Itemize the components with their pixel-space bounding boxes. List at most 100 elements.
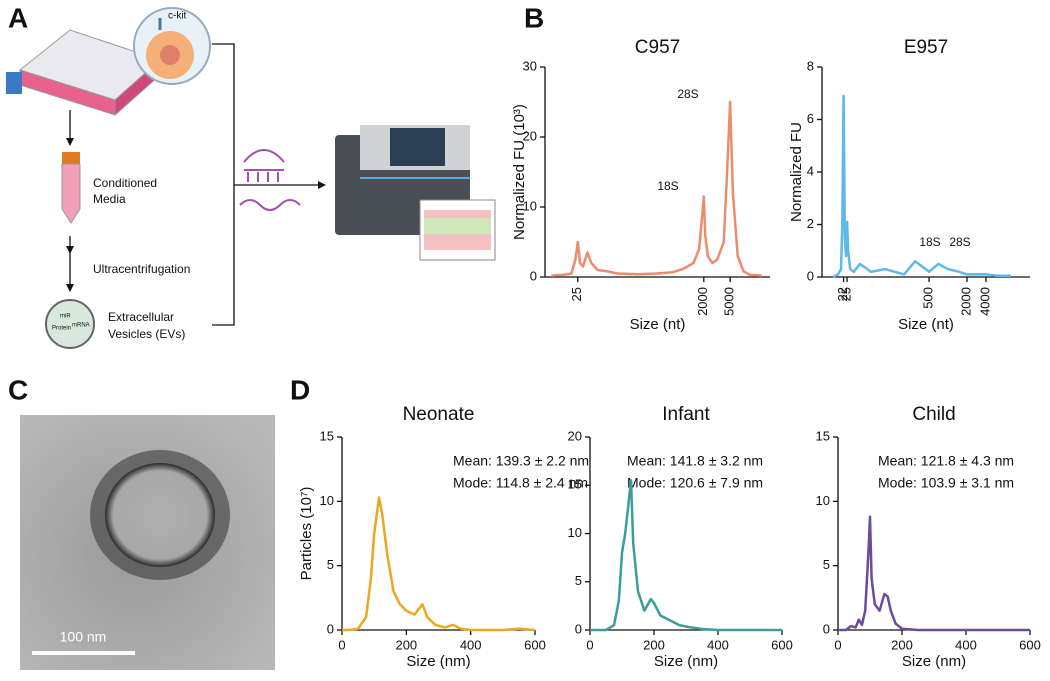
step-label: Ultracentrifugation	[93, 262, 190, 276]
data-line	[551, 100, 762, 277]
rna-icon	[239, 199, 301, 211]
x-tick-label: 5000	[722, 287, 737, 316]
x-axis-label: Size (nm)	[406, 653, 470, 670]
x-tick-label: 600	[1019, 637, 1041, 652]
y-tick-label: 10	[523, 198, 537, 213]
x-tick-label: 200	[395, 637, 417, 652]
annotation: Mode: 103.9 ± 3.1 nm	[878, 475, 1014, 491]
panel-label: A	[8, 2, 28, 33]
y-tick-label: 10	[320, 493, 334, 508]
y-axis-label: Particles (10⁷)	[298, 487, 315, 581]
annotation: 28S	[677, 87, 698, 101]
micrograph: 100 nm	[20, 415, 275, 670]
arrowhead	[318, 181, 326, 189]
annotation: Mode: 114.8 ± 2.4 nm	[453, 475, 588, 491]
arrowhead	[66, 138, 74, 146]
x-axis-label: Size (nm)	[654, 653, 718, 670]
x-tick-label: 25	[839, 287, 854, 301]
chart-title: Infant	[662, 404, 710, 425]
y-tick-label: 15	[320, 428, 334, 443]
x-tick-label: 22	[835, 287, 850, 301]
x-tick-label: 4000	[977, 287, 992, 316]
x-tick-label: 400	[955, 637, 977, 652]
panel-label: C	[8, 374, 28, 405]
y-axis-label: Normalized FU (10³)	[511, 104, 528, 240]
y-tick-label: 20	[523, 128, 537, 143]
panel-label: B	[524, 2, 544, 33]
vesicles-label: Vesicles (EVs)	[108, 327, 185, 341]
x-tick-label: 2000	[958, 287, 973, 316]
y-tick-label: 0	[575, 621, 582, 636]
x-axis-label: Size (nm)	[902, 653, 966, 670]
y-tick-label: 5	[575, 573, 582, 588]
arrowhead	[66, 284, 74, 292]
diagram: c-kit Conditioned Media Ultracentrifugat…	[6, 7, 496, 349]
x-tick-label: 400	[460, 637, 482, 652]
y-tick-label: 0	[327, 621, 334, 636]
x-tick-label: 600	[524, 637, 546, 652]
data-line	[832, 94, 1011, 279]
arrowhead	[66, 246, 74, 254]
y-tick-label: 0	[823, 621, 830, 636]
annotation: Mean: 121.8 ± 4.3 nm	[878, 453, 1014, 469]
vesicle	[45, 299, 95, 349]
annotation: 18S	[657, 179, 678, 193]
y-tick-label: 8	[807, 58, 814, 73]
y-tick-label: 6	[807, 111, 814, 126]
y-tick-label: 15	[568, 477, 582, 492]
media-label: Conditioned	[93, 176, 157, 190]
x-tick-label: 0	[834, 637, 841, 652]
vesicle	[105, 463, 215, 567]
data-line	[590, 479, 782, 632]
chart-title: E957	[904, 37, 948, 58]
rna-icon	[243, 149, 285, 182]
x-tick-label: 400	[707, 637, 729, 652]
cargo-label: miR	[60, 314, 71, 320]
x-tick-label: 2000	[695, 287, 710, 316]
tube	[61, 163, 81, 224]
marker-label: c-kit	[168, 11, 187, 22]
media-label: Media	[93, 192, 126, 206]
annotation: Mean: 139.3 ± 2.2 nm	[453, 453, 589, 469]
annotation: Mode: 120.6 ± 7.9 nm	[627, 475, 763, 491]
sequencer-screen	[390, 128, 445, 166]
chart-title: Neonate	[403, 404, 475, 425]
y-tick-label: 5	[823, 557, 830, 572]
x-tick-label: 25	[569, 287, 584, 301]
cargo-label: mRNA	[72, 323, 90, 329]
y-axis-label: Normalized FU	[788, 122, 805, 222]
y-tick-label: 10	[568, 525, 582, 540]
y-tick-label: 20	[568, 428, 582, 443]
x-tick-label: 200	[891, 637, 913, 652]
x-tick-label: 0	[338, 637, 345, 652]
data-line	[838, 515, 1030, 632]
qc-plot-band	[424, 218, 491, 234]
annotation: 18S	[919, 235, 940, 249]
flask-cap	[6, 72, 22, 94]
y-tick-label: 30	[523, 58, 537, 73]
chart-title: Child	[912, 404, 955, 425]
y-tick-label: 15	[816, 428, 830, 443]
annotation: 28S	[949, 235, 970, 249]
cargo-label: Protein	[52, 326, 71, 332]
y-tick-label: 2	[807, 216, 814, 231]
bracket	[212, 43, 235, 326]
nucleus	[160, 45, 180, 65]
y-tick-label: 0	[807, 268, 814, 283]
x-tick-label: 600	[771, 637, 793, 652]
scale-bar-label: 100 nm	[60, 629, 107, 645]
x-tick-label: 500	[920, 287, 935, 309]
chart-title: C957	[635, 37, 680, 58]
vesicles-label: Extracellular	[108, 310, 174, 324]
data-line	[342, 496, 536, 632]
y-tick-label: 0	[530, 268, 537, 283]
tube-cap	[62, 152, 80, 164]
x-tick-label: 0	[586, 637, 593, 652]
x-axis-label: Size (nt)	[630, 316, 686, 333]
panel-label: D	[290, 374, 310, 405]
y-tick-label: 10	[816, 493, 830, 508]
x-tick-label: 200	[643, 637, 665, 652]
x-axis-label: Size (nt)	[898, 316, 954, 333]
y-tick-label: 4	[807, 163, 814, 178]
